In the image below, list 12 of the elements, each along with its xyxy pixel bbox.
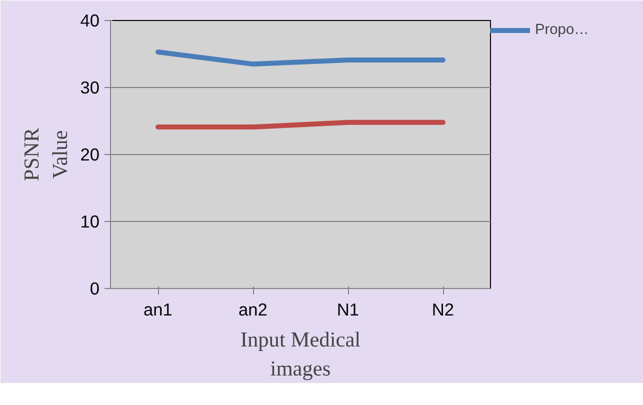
y-tick-label: 10 — [80, 212, 100, 232]
legend-label: Propo… — [535, 22, 589, 38]
x-tick-label: an1 — [144, 300, 172, 320]
x-tick-label: an2 — [238, 300, 268, 320]
x-axis-title: Input Medical images — [240, 328, 361, 380]
y-tick-label: 30 — [80, 78, 100, 98]
y-tick-label: 20 — [80, 144, 100, 164]
x-tick-label: N1 — [336, 300, 360, 320]
y-tick-label: 0 — [90, 278, 100, 298]
y-axis-title: PSNR Value — [19, 127, 72, 182]
y-tick-label: 40 — [80, 10, 100, 30]
x-tick-label: N2 — [432, 300, 454, 320]
